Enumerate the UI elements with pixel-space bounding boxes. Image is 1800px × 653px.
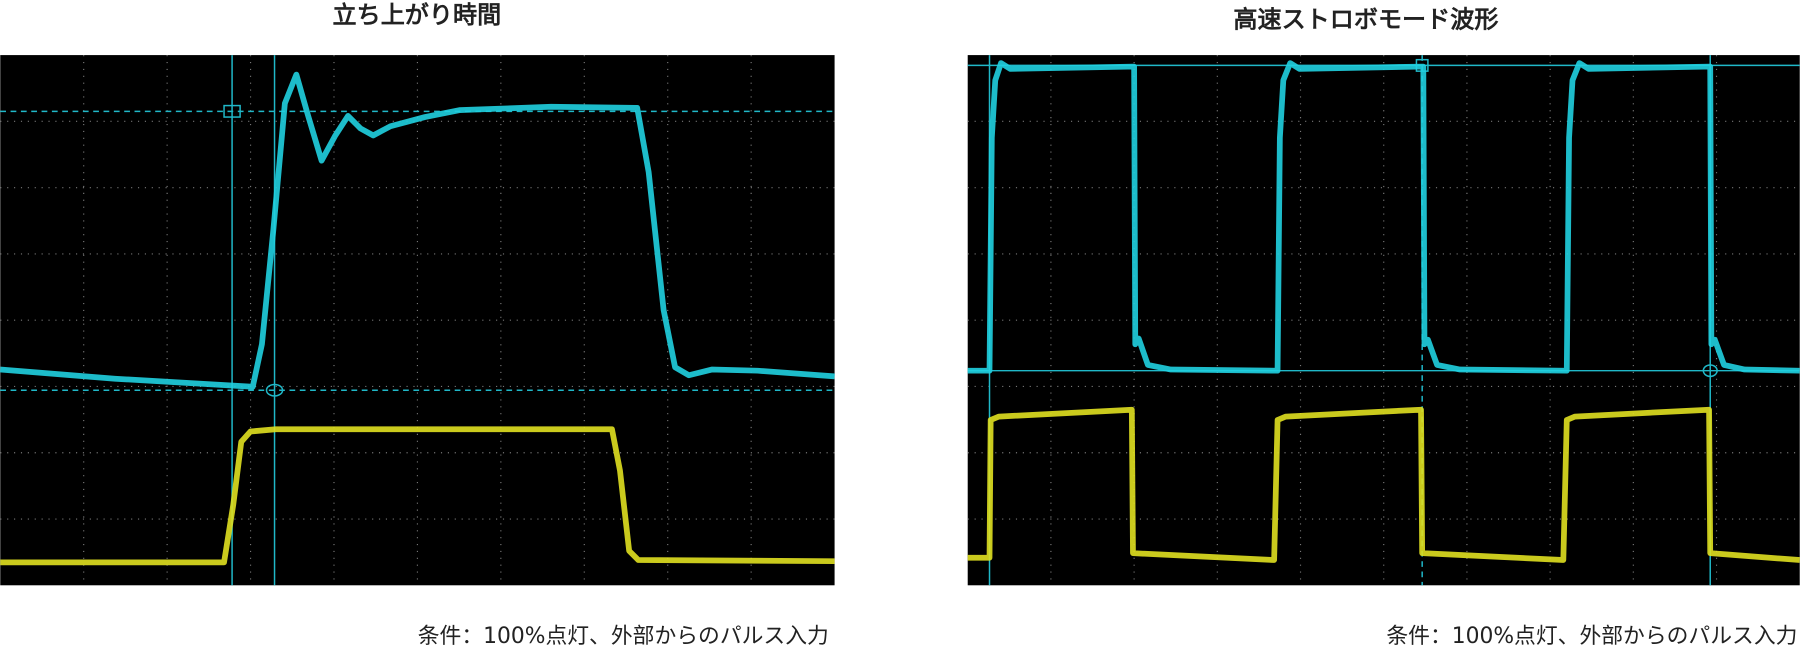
right-caption: 条件：100%点灯、外部からのパルス入力: [1386, 624, 1797, 649]
right-scope: [967, 55, 1800, 586]
grid: [0, 55, 835, 586]
left-scope: [0, 55, 835, 586]
right-title: 高速ストロボモード波形: [1233, 6, 1498, 34]
left-caption: 条件：100%点灯、外部からのパルス入力: [418, 624, 829, 649]
left-title: 立ち上がり時間: [333, 1, 502, 29]
